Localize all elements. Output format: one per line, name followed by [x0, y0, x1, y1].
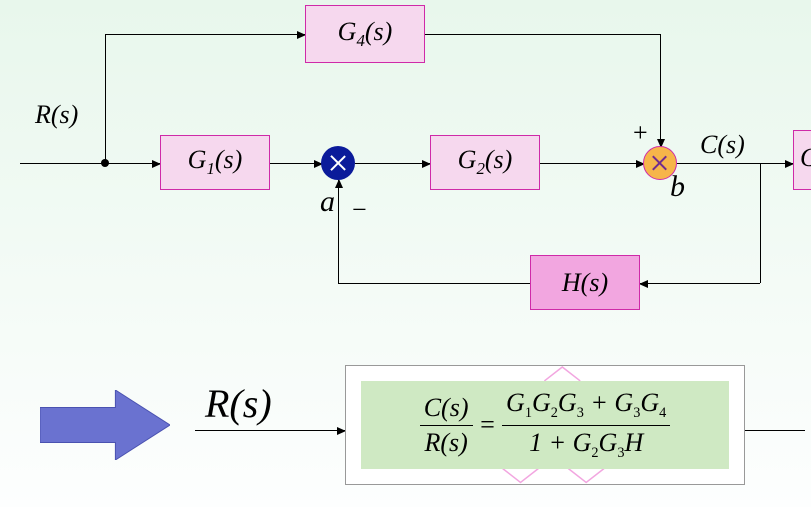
wire [540, 163, 644, 164]
summing-node-a [321, 146, 355, 180]
block-g3-cutoff: G3 [793, 130, 811, 190]
wire [195, 430, 345, 431]
formula-box: C(s)R(s)=G1G2G3 + G3G41 + G2G3H [345, 365, 745, 485]
wire [640, 283, 760, 284]
label-r-big: R(s) [205, 380, 272, 427]
wire [355, 163, 430, 164]
label-r-of-s: R(s) [35, 100, 78, 130]
wire [677, 163, 793, 164]
wire [105, 34, 305, 35]
wire [105, 34, 106, 163]
wire [660, 34, 661, 147]
big-arrow-icon [40, 390, 170, 460]
wire [425, 34, 660, 35]
block-h: H(s) [530, 255, 640, 310]
branch-point [101, 159, 109, 167]
wire [338, 283, 530, 284]
label-b: b [670, 170, 685, 204]
wire [20, 163, 160, 164]
label-a: a [320, 185, 335, 219]
block-g2: G2(s) [430, 135, 540, 190]
block-g1: G1(s) [160, 135, 270, 190]
wire [270, 163, 322, 164]
block-g4: G4(s) [305, 5, 425, 63]
formula-content: C(s)R(s)=G1G2G3 + G3G41 + G2G3H [361, 381, 729, 469]
wire [760, 163, 761, 283]
wire [338, 180, 339, 283]
label-minus: − [352, 195, 367, 225]
label-c-of-s: C(s) [700, 130, 745, 160]
label-plus: + [633, 118, 648, 148]
wire [745, 430, 805, 431]
